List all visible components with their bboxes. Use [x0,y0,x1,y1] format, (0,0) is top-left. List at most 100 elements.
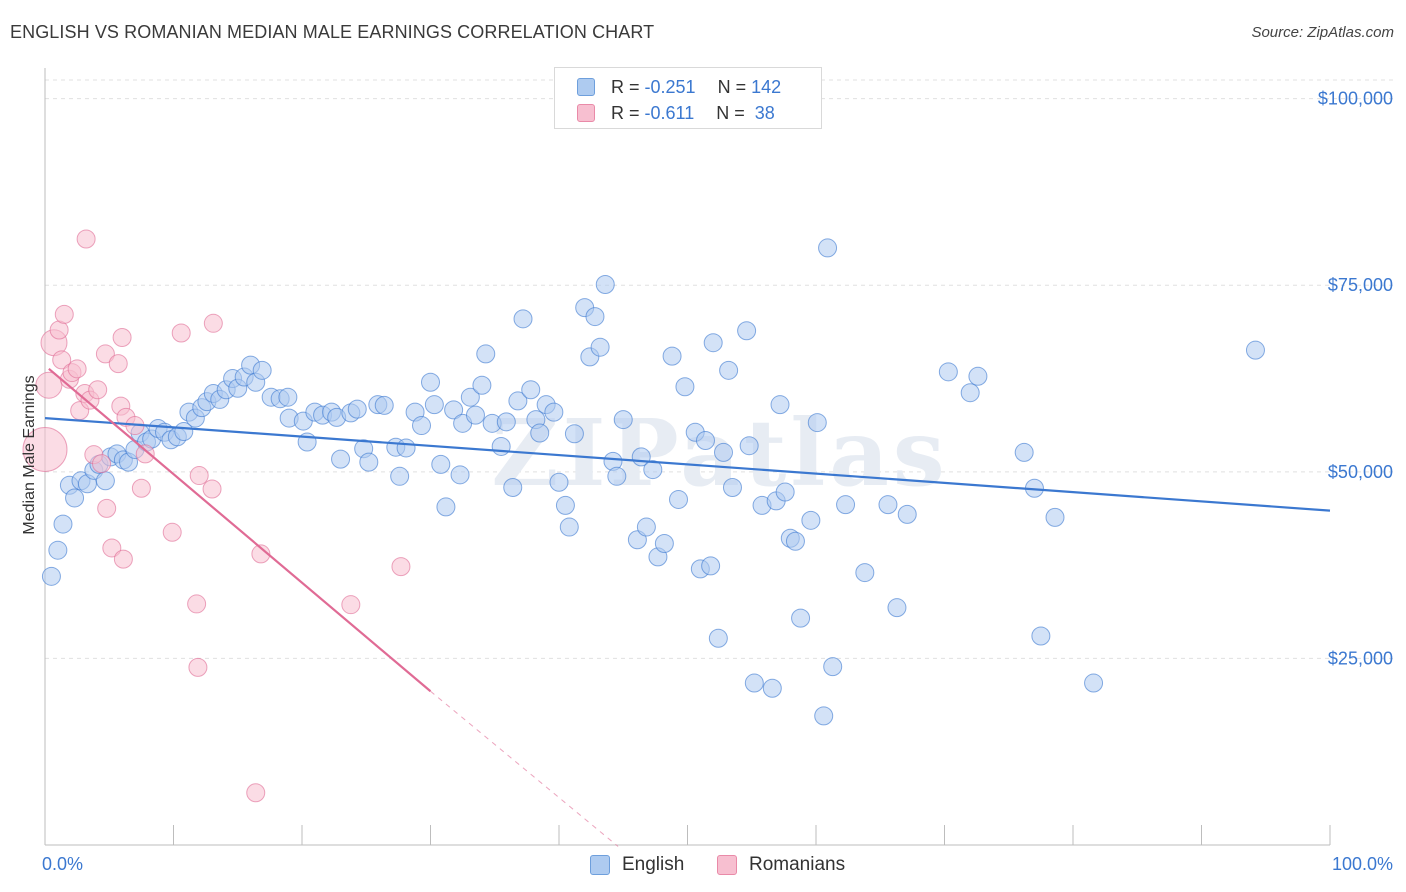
data-point [595,274,615,294]
data-point [654,533,674,553]
data-point [791,608,811,628]
data-point [131,478,151,498]
data-point [564,424,584,444]
chart-title: ENGLISH VS ROMANIAN MEDIAN MALE EARNINGS… [10,22,655,42]
data-point [187,594,207,614]
data-point [701,556,721,576]
legend-item-english[interactable]: English [590,852,684,878]
trend-lines [44,367,1331,847]
data-point [675,377,695,397]
y-axis-label: Median Male Earnings [21,375,38,534]
correlation-legend: R = -0.251 N = 142 R = -0.611 N = 38 [554,67,822,129]
data-point [818,238,838,258]
y-tick-label: $75,000 [1328,275,1393,295]
data-point [476,344,496,364]
data-point [108,354,128,374]
r-value: -0.611 [644,102,695,123]
r-value: -0.251 [644,76,696,97]
data-point [1245,340,1265,360]
data-point [643,460,663,480]
data-point [785,531,805,551]
data-point [878,495,898,515]
data-point [460,387,480,407]
y-tick-label: $100,000 [1318,89,1393,109]
data-point [719,360,739,380]
data-point [530,423,550,443]
romanians-swatch [577,104,595,122]
data-point [513,309,533,329]
data-point [171,323,191,343]
data-point [708,628,728,648]
x-tick-labels: 0.0% 100.0% [42,854,1393,874]
data-point [48,540,68,560]
data-point [162,522,182,542]
data-point [544,402,564,422]
legend-row-english: R = -0.251 N = 142 [577,75,781,99]
data-point [807,413,827,433]
data-point [739,436,759,456]
english-swatch [577,78,595,96]
data-point [278,387,298,407]
n-value: 142 [751,76,782,97]
y-tick-label: $50,000 [1328,462,1393,482]
data-point [341,595,361,615]
data-point [549,472,569,492]
data-point [521,380,541,400]
data-point [607,466,627,486]
data-point [359,452,379,472]
source-label: Source: ZipAtlas.com [1251,24,1394,41]
data-point [1014,442,1034,462]
data-point [421,372,440,392]
data-point [968,366,988,386]
data-point [88,380,108,400]
legend-item-romanians[interactable]: Romanians [717,852,845,878]
data-point [331,449,351,469]
data-point [444,400,464,420]
r-label: R = [611,76,645,97]
data-point [95,471,115,491]
n-label: N = [716,102,750,123]
data-point [960,383,980,403]
data-point [503,478,523,498]
n-label: N = [717,76,752,97]
data-point [695,430,715,450]
english-legend-label: English [622,854,685,875]
data-point [590,337,610,357]
trend-line-english [44,416,1331,512]
data-point [508,391,528,411]
data-point [52,350,72,370]
x-tick-label: 0.0% [42,854,83,874]
data-point [53,514,73,534]
data-point [252,360,272,380]
data-point [636,517,656,537]
data-point [188,657,208,677]
data-point [585,307,605,327]
series-romanians [22,229,411,803]
data-point [465,405,485,425]
data-point [424,395,444,415]
trend-line-extension [430,690,619,847]
data-point [41,566,61,586]
data-point [472,375,492,395]
data-point [613,410,633,430]
data-point [189,466,209,486]
series-english [41,238,1265,726]
legend-row-romanians: R = -0.611 N = 38 [577,101,775,125]
data-point [897,504,917,524]
data-point [491,436,511,456]
data-point [113,549,133,569]
data-point [450,465,470,485]
data-point [67,359,87,379]
data-point [112,327,132,347]
data-point [737,321,757,341]
data-point [814,706,834,726]
data-point [669,489,689,509]
data-point [251,544,271,564]
data-point [823,657,843,677]
data-point [95,344,115,364]
x-tick-label: 100.0% [1332,854,1393,874]
data-point [347,399,367,419]
data-point [22,426,68,472]
romanians-legend-swatch [717,855,737,875]
